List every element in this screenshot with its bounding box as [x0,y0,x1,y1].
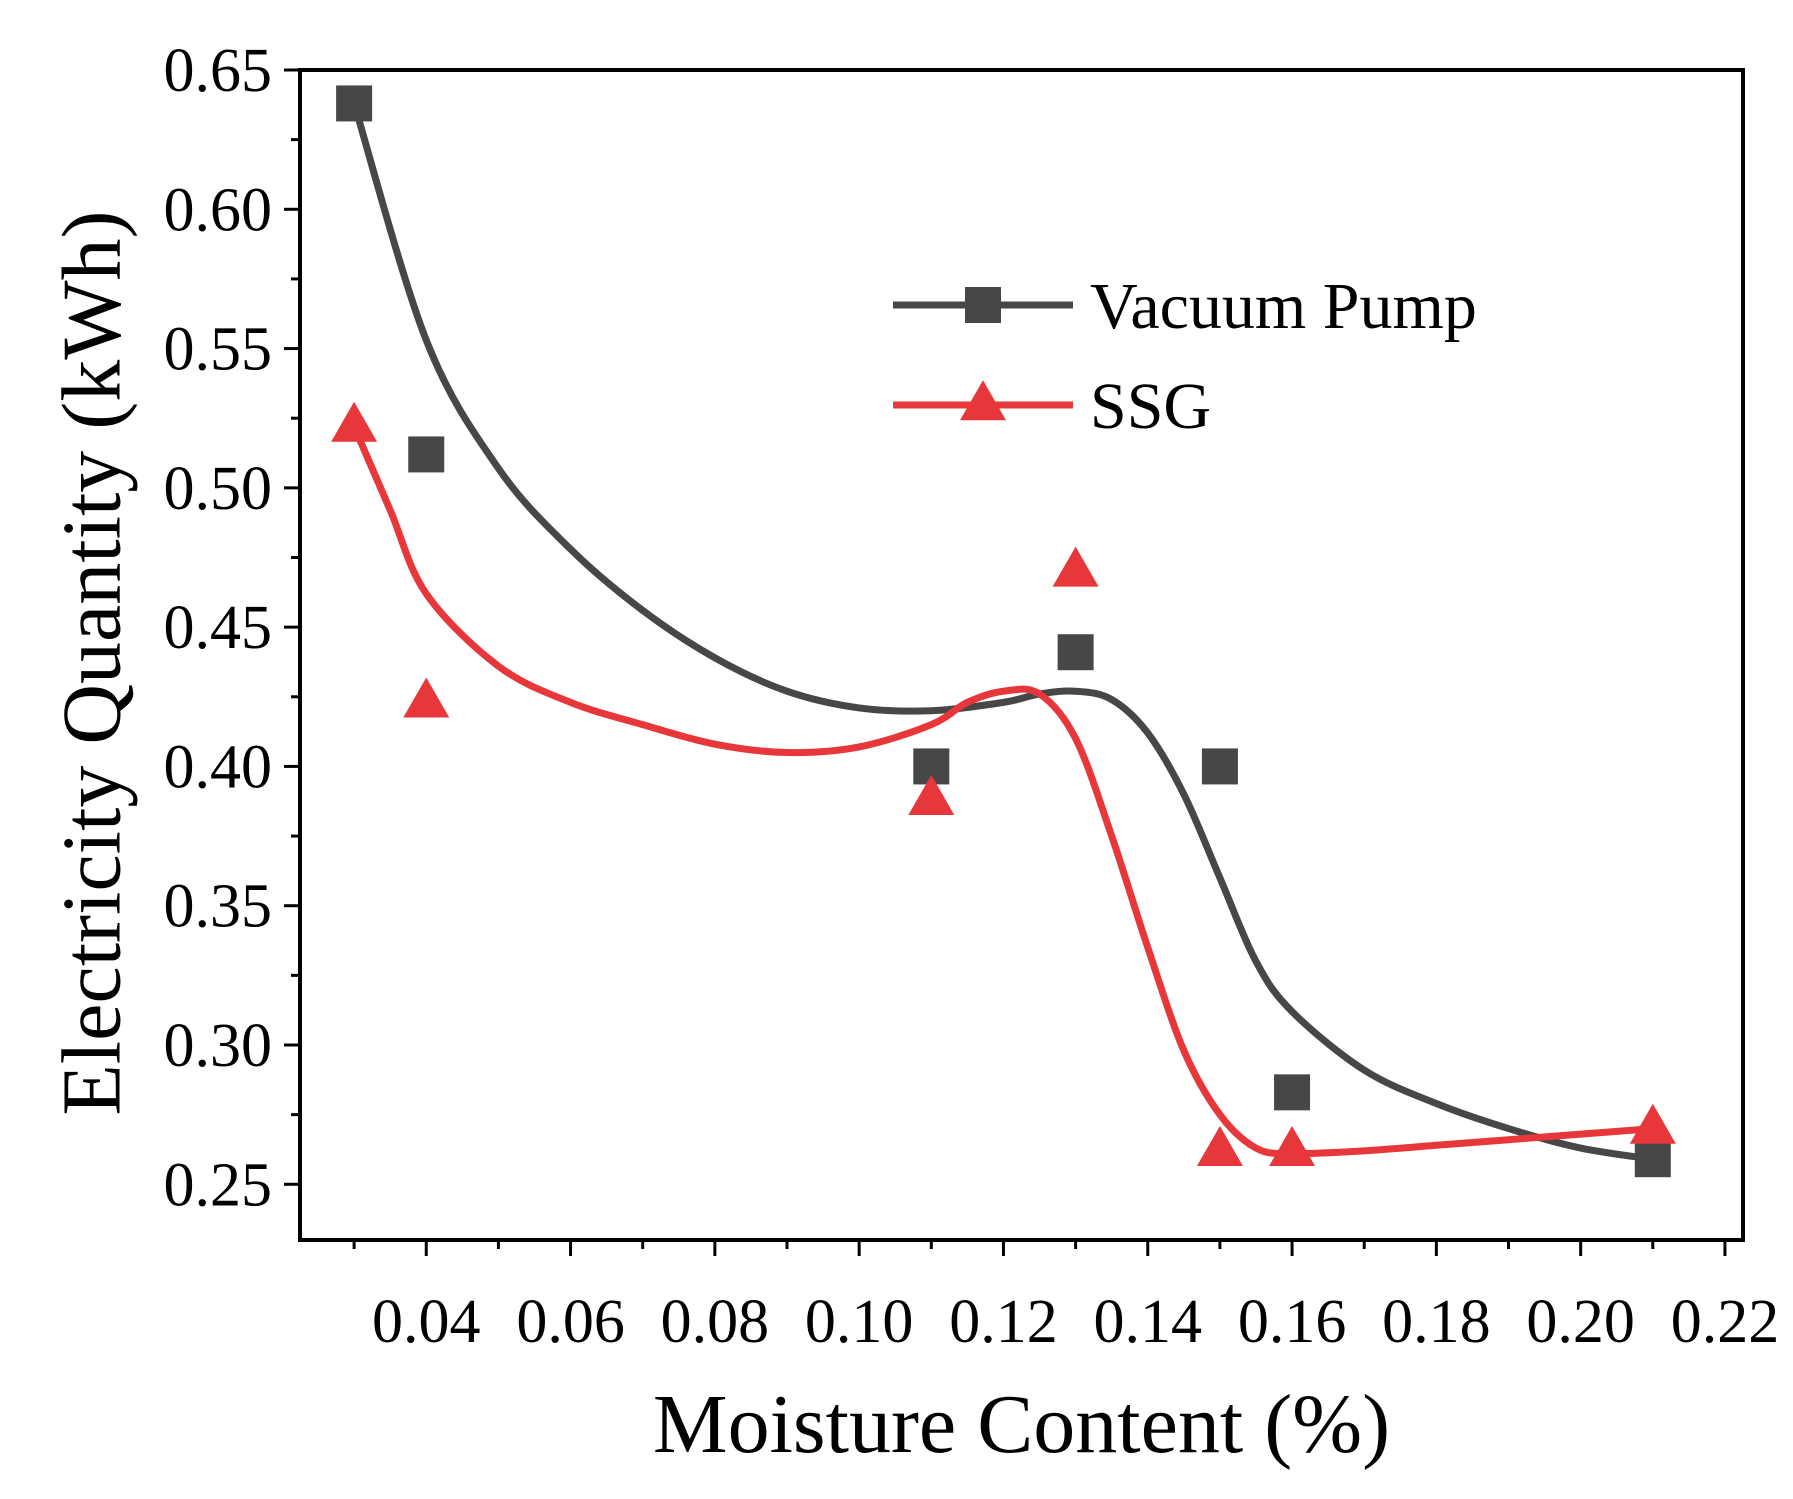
y-tick-label-2: 0.35 [164,873,273,941]
axes: 0.04 0.06 0.08 0.10 0.12 0.14 0.16 0.18 0.20 0.22… [164,37,1780,1356]
vacuum-pump-point-0 [336,85,373,122]
ssg-point-4 [1196,1126,1243,1167]
ssg-point-6 [1629,1103,1676,1144]
x-tick-label-0: 0.04 [372,1288,481,1356]
y-tick-label-8: 0.65 [164,37,273,105]
ssg-fit-line [350,423,1657,1158]
x-tick-label-2: 0.08 [661,1288,770,1356]
ssg-point-0 [331,401,378,442]
y-tick-label-6: 0.55 [164,316,273,384]
vacuum-pump-point-1 [408,436,445,473]
legend-label-ssg: SSG [1090,370,1211,443]
y-axis-title: Electricity Quantity (kWh) [45,210,138,1115]
vacuum-pump-point-3 [1057,634,1094,671]
legend-label-vacuum-pump: Vacuum Pump [1090,270,1477,343]
x-tick-label-9: 0.22 [1671,1288,1780,1356]
legend-marker-vacuum-pump [965,287,1001,323]
y-tick-label-0: 0.25 [164,1151,273,1219]
legend: Vacuum Pump SSG [893,270,1477,443]
ssg-point-3 [1052,546,1099,587]
x-tick-label-5: 0.14 [1094,1288,1203,1356]
y-tick-label-1: 0.30 [164,1012,273,1080]
legend-marker-ssg [960,380,1006,421]
ssg-point-2 [908,775,955,816]
x-tick-label-4: 0.12 [949,1288,1058,1356]
y-tick-label-5: 0.50 [164,455,273,523]
vacuum-pump-point-6 [1634,1141,1671,1178]
y-tick-label-7: 0.60 [164,176,273,244]
plot-frame [298,68,1745,1242]
vacuum-pump-point-5 [1274,1074,1311,1111]
x-tick-label-3: 0.10 [805,1288,914,1356]
fit-curves [350,99,1657,1163]
y-tick-label-4: 0.45 [164,594,273,662]
y-tick-label-3: 0.40 [164,733,273,801]
ssg-point-1 [403,677,450,718]
x-tick-label-6: 0.16 [1238,1288,1347,1356]
data-markers [331,85,1676,1178]
x-tick-label-7: 0.18 [1382,1288,1491,1356]
x-tick-label-1: 0.06 [516,1288,625,1356]
vacuum-pump-fit-line [350,99,1657,1163]
vacuum-pump-point-4 [1201,748,1238,785]
ssg-point-5 [1269,1126,1316,1167]
x-axis-title: Moisture Content (%) [653,1378,1390,1471]
x-tick-label-8: 0.20 [1526,1288,1635,1356]
